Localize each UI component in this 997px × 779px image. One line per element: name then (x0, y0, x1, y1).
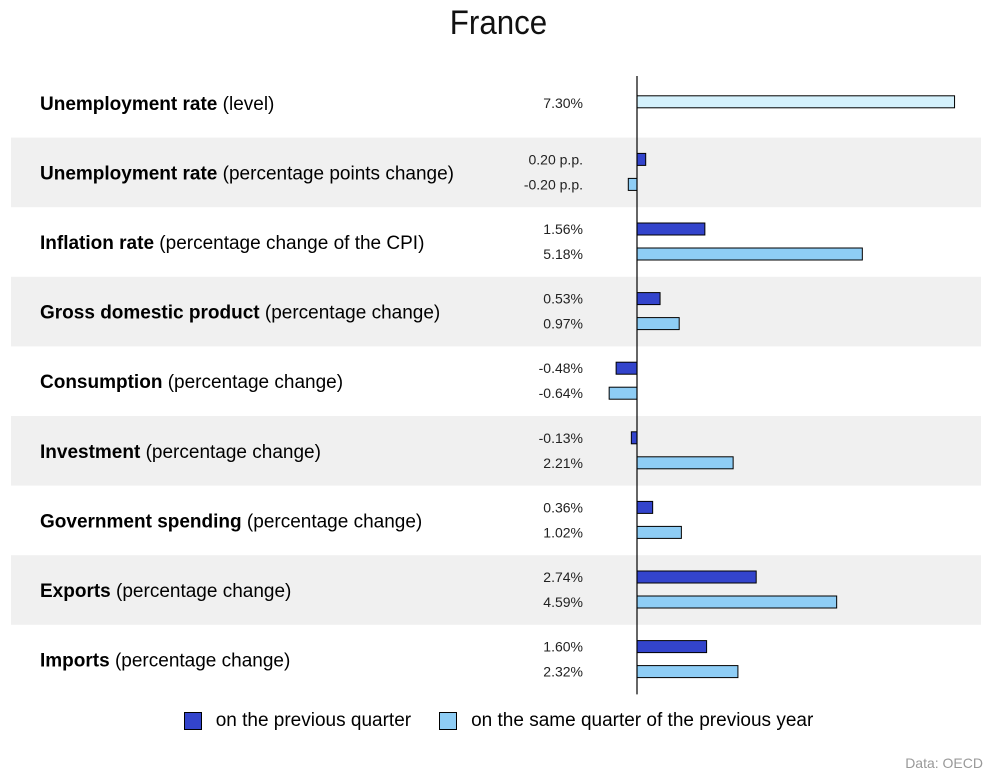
bar-previous-year (608, 386, 638, 400)
value-label: 0.97% (543, 316, 583, 332)
value-label: -0.20 p.p. (524, 176, 583, 192)
bar-previous-year (636, 247, 863, 261)
value-label: 4.59% (543, 594, 583, 610)
row-background (11, 416, 981, 486)
row-label-name: Consumption (40, 372, 162, 393)
value-label: 2.32% (543, 664, 583, 680)
bar-previous-year (636, 665, 739, 679)
row-label-name: Exports (40, 581, 111, 602)
value-label: 0.53% (543, 291, 583, 307)
legend-swatch-previous-year (439, 712, 458, 730)
row-label-detail: (percentage change) (260, 303, 441, 324)
legend-item-previous-year: on the same quarter of the previous year (439, 710, 813, 732)
bar-previous-quarter (630, 431, 638, 445)
row-label-detail: (percentage change) (111, 581, 292, 602)
bar-previous-quarter (636, 222, 706, 236)
value-labels: 7.30% 0.20 p.p. -0.20 p.p. 1.56% 5.18% 0.53% 0… (524, 95, 583, 680)
row-label: Gross domestic product (percentage chang… (40, 303, 440, 324)
bar-level (636, 95, 956, 109)
row-label-name: Government spending (40, 511, 242, 532)
row-label: Investment (percentage change) (40, 442, 321, 463)
row-label-name: Inflation rate (40, 233, 154, 254)
row-label-detail: (percentage change) (242, 511, 423, 532)
row-label: Consumption (percentage change) (40, 372, 343, 393)
value-label: 2.74% (543, 569, 583, 585)
row-label-detail: (level) (217, 94, 274, 115)
bar-previous-quarter (615, 361, 638, 375)
row-label-detail: (percentage points change) (217, 163, 454, 184)
value-label: -0.48% (539, 360, 583, 376)
legend-label-previous-year: on the same quarter of the previous year (471, 710, 814, 731)
row-label: Unemployment rate (level) (40, 94, 274, 115)
bar-previous-year (636, 595, 838, 609)
row-label-detail: (percentage change) (162, 372, 343, 393)
row-background (11, 276, 981, 347)
row-background (11, 555, 981, 625)
row-label-name: Investment (40, 442, 141, 463)
value-label: 1.60% (543, 639, 583, 655)
chart-title: France (449, 4, 548, 42)
row-label: Unemployment rate (percentage points cha… (40, 163, 454, 184)
value-label: 5.18% (543, 246, 583, 262)
value-label: 0.36% (543, 499, 583, 515)
bar-previous-quarter (636, 152, 647, 166)
bar-previous-year (636, 317, 680, 331)
value-label: 7.30% (543, 95, 583, 111)
value-label: 2.21% (543, 455, 583, 471)
row-label-name: Imports (40, 651, 110, 672)
row-backgrounds (11, 137, 981, 625)
row-label-detail: (percentage change) (140, 442, 321, 463)
value-label: 0.20 p.p. (529, 151, 584, 167)
bar-previous-quarter (636, 500, 654, 514)
row-background (11, 137, 981, 208)
bar-previous-year (627, 177, 638, 191)
row-label-detail: (percentage change) (110, 651, 291, 672)
legend-item-previous-quarter: on the previous quarter (183, 710, 412, 732)
row-label: Government spending (percentage change) (40, 511, 422, 532)
row-label-name: Unemployment rate (40, 94, 217, 115)
row-labels: Unemployment rate (level)Unemployment ra… (40, 94, 454, 672)
row-label: Inflation rate (percentage change of the… (40, 233, 424, 254)
legend-swatch-previous-quarter (183, 712, 202, 730)
value-label: 1.02% (543, 524, 583, 540)
value-label: 1.56% (543, 221, 583, 237)
source-note: Data: OECD (905, 755, 983, 771)
bar-previous-quarter (636, 640, 708, 654)
value-label: -0.13% (539, 430, 583, 446)
bar-previous-year (636, 456, 734, 470)
row-label-name: Unemployment rate (40, 163, 217, 184)
row-label-detail: (percentage change of the CPI) (154, 233, 424, 254)
legend: on the previous quarter on the same quar… (0, 710, 997, 732)
bar-previous-quarter (636, 292, 661, 306)
legend-label-previous-quarter: on the previous quarter (215, 710, 412, 731)
bar-previous-year (636, 525, 682, 539)
row-label: Exports (percentage change) (40, 581, 291, 602)
bar-previous-quarter (636, 570, 757, 584)
row-label-name: Gross domestic product (40, 303, 260, 324)
value-label: -0.64% (539, 385, 583, 401)
row-label: Imports (percentage change) (40, 651, 290, 672)
